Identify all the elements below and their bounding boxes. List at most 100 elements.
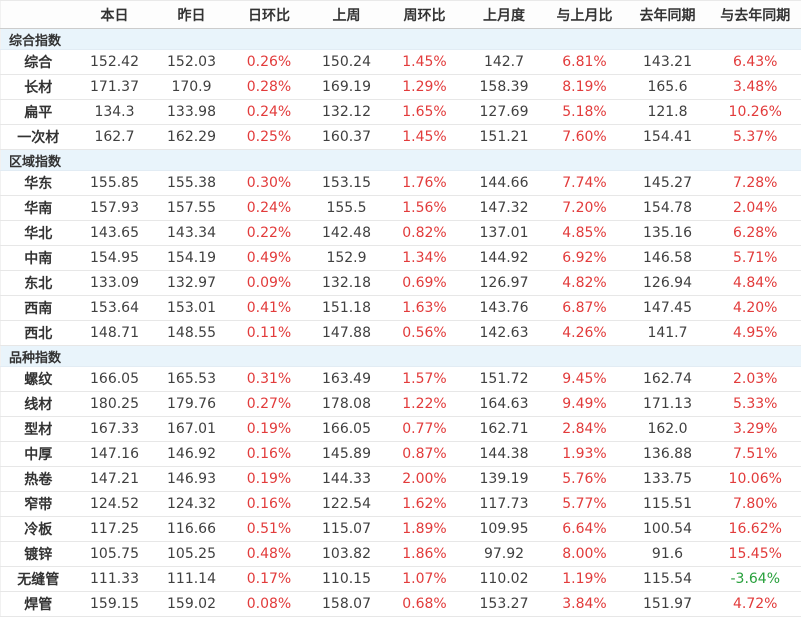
percent-change-cell: 2.04% bbox=[709, 195, 801, 221]
percent-change-cell: 0.87% bbox=[384, 441, 465, 467]
row-label: 华北 bbox=[0, 220, 76, 246]
percent-change-cell: 0.24% bbox=[229, 99, 309, 125]
table-row: 长材 171.37 170.9 0.28% 169.19 1.29% 158.39 8.19%… bbox=[0, 74, 801, 100]
row-label: 窄带 bbox=[0, 491, 76, 517]
index-value-cell: 151.21 bbox=[464, 124, 544, 150]
column-header: 本日 bbox=[75, 0, 154, 29]
index-value-cell: 169.19 bbox=[308, 74, 385, 100]
index-value-cell: 132.18 bbox=[308, 270, 385, 296]
index-value-cell: 126.94 bbox=[625, 270, 710, 296]
percent-change-cell: 0.49% bbox=[229, 245, 309, 271]
percent-change-cell: 1.45% bbox=[384, 49, 465, 75]
index-value-cell: 151.97 bbox=[625, 591, 710, 617]
percent-change-cell: 1.89% bbox=[384, 516, 465, 542]
percent-change-cell: 0.31% bbox=[229, 366, 309, 392]
row-label: 无缝管 bbox=[0, 566, 76, 592]
percent-change-cell: 7.60% bbox=[543, 124, 626, 150]
index-value-cell: 136.88 bbox=[625, 441, 710, 467]
percent-change-cell: 2.03% bbox=[709, 366, 801, 392]
index-value-cell: 155.85 bbox=[75, 170, 154, 196]
percent-change-cell: 6.87% bbox=[543, 295, 626, 321]
index-value-cell: 165.53 bbox=[153, 366, 230, 392]
table-row: 东北 133.09 132.97 0.09% 132.18 0.69% 126.97 4.82… bbox=[0, 270, 801, 296]
percent-change-cell: 5.77% bbox=[543, 491, 626, 517]
group-header-row: 综合指数 bbox=[0, 28, 801, 50]
percent-change-cell: 1.56% bbox=[384, 195, 465, 221]
percent-change-cell: 1.86% bbox=[384, 541, 465, 567]
index-value-cell: 146.92 bbox=[153, 441, 230, 467]
index-value-cell: 170.9 bbox=[153, 74, 230, 100]
percent-change-cell: 0.77% bbox=[384, 416, 465, 442]
index-value-cell: 162.0 bbox=[625, 416, 710, 442]
percent-change-cell: 2.84% bbox=[543, 416, 626, 442]
index-value-cell: 167.33 bbox=[75, 416, 154, 442]
index-value-cell: 142.7 bbox=[464, 49, 544, 75]
percent-change-cell: 6.81% bbox=[543, 49, 626, 75]
index-value-cell: 164.63 bbox=[464, 391, 544, 417]
index-value-cell: 103.82 bbox=[308, 541, 385, 567]
table-row: 华北 143.65 143.34 0.22% 142.48 0.82% 137.01 4.85… bbox=[0, 220, 801, 246]
index-value-cell: 148.71 bbox=[75, 320, 154, 346]
index-value-cell: 178.08 bbox=[308, 391, 385, 417]
index-value-cell: 133.09 bbox=[75, 270, 154, 296]
percent-change-cell: 0.08% bbox=[229, 591, 309, 617]
percent-change-cell: 7.28% bbox=[709, 170, 801, 196]
column-header-empty bbox=[0, 0, 76, 29]
index-value-cell: 162.7 bbox=[75, 124, 154, 150]
index-value-cell: 180.25 bbox=[75, 391, 154, 417]
index-value-cell: 145.27 bbox=[625, 170, 710, 196]
index-value-cell: 121.8 bbox=[625, 99, 710, 125]
row-label: 长材 bbox=[0, 74, 76, 100]
percent-change-cell: 3.48% bbox=[709, 74, 801, 100]
index-value-cell: 147.45 bbox=[625, 295, 710, 321]
index-value-cell: 150.24 bbox=[308, 49, 385, 75]
index-value-cell: 134.3 bbox=[75, 99, 154, 125]
percent-change-cell: 7.74% bbox=[543, 170, 626, 196]
percent-change-cell: 1.65% bbox=[384, 99, 465, 125]
percent-change-cell: 0.24% bbox=[229, 195, 309, 221]
percent-change-cell: 0.25% bbox=[229, 124, 309, 150]
index-value-cell: 155.38 bbox=[153, 170, 230, 196]
index-value-cell: 157.55 bbox=[153, 195, 230, 221]
percent-change-cell: 5.76% bbox=[543, 466, 626, 492]
index-value-cell: 122.54 bbox=[308, 491, 385, 517]
index-value-cell: 137.01 bbox=[464, 220, 544, 246]
percent-change-cell: 0.26% bbox=[229, 49, 309, 75]
column-header: 上月度 bbox=[464, 0, 544, 29]
header-row: 本日 昨日 日环比 上周 周环比 上月度 与上月比 去年同期 与去年同期 bbox=[0, 0, 801, 29]
percent-change-cell: 4.84% bbox=[709, 270, 801, 296]
percent-change-cell: 1.57% bbox=[384, 366, 465, 392]
group-header-row: 品种指数 bbox=[0, 345, 801, 367]
index-value-cell: 171.37 bbox=[75, 74, 154, 100]
percent-change-cell: 0.68% bbox=[384, 591, 465, 617]
percent-change-cell: 0.16% bbox=[229, 491, 309, 517]
percent-change-cell: 0.56% bbox=[384, 320, 465, 346]
index-value-cell: 151.18 bbox=[308, 295, 385, 321]
index-value-cell: 147.16 bbox=[75, 441, 154, 467]
row-label: 华南 bbox=[0, 195, 76, 221]
index-value-cell: 124.32 bbox=[153, 491, 230, 517]
column-header: 与上月比 bbox=[543, 0, 626, 29]
index-value-cell: 179.76 bbox=[153, 391, 230, 417]
percent-change-cell: 16.62% bbox=[709, 516, 801, 542]
percent-change-cell: 5.37% bbox=[709, 124, 801, 150]
row-label: 中南 bbox=[0, 245, 76, 271]
index-value-cell: 115.54 bbox=[625, 566, 710, 592]
percent-change-cell: 0.09% bbox=[229, 270, 309, 296]
percent-change-cell: 0.41% bbox=[229, 295, 309, 321]
group-label: 综合指数 bbox=[0, 28, 801, 50]
table-row: 中厚 147.16 146.92 0.16% 145.89 0.87% 144.38 1.93… bbox=[0, 441, 801, 467]
percent-change-cell: 0.16% bbox=[229, 441, 309, 467]
percent-change-cell: 3.29% bbox=[709, 416, 801, 442]
index-value-cell: 153.01 bbox=[153, 295, 230, 321]
index-value-cell: 124.52 bbox=[75, 491, 154, 517]
percent-change-cell: 1.19% bbox=[543, 566, 626, 592]
percent-change-cell: 9.49% bbox=[543, 391, 626, 417]
column-header: 日环比 bbox=[229, 0, 309, 29]
percent-change-cell: 4.72% bbox=[709, 591, 801, 617]
percent-change-cell: 7.51% bbox=[709, 441, 801, 467]
index-value-cell: 142.48 bbox=[308, 220, 385, 246]
row-label: 东北 bbox=[0, 270, 76, 296]
percent-change-cell: 0.30% bbox=[229, 170, 309, 196]
